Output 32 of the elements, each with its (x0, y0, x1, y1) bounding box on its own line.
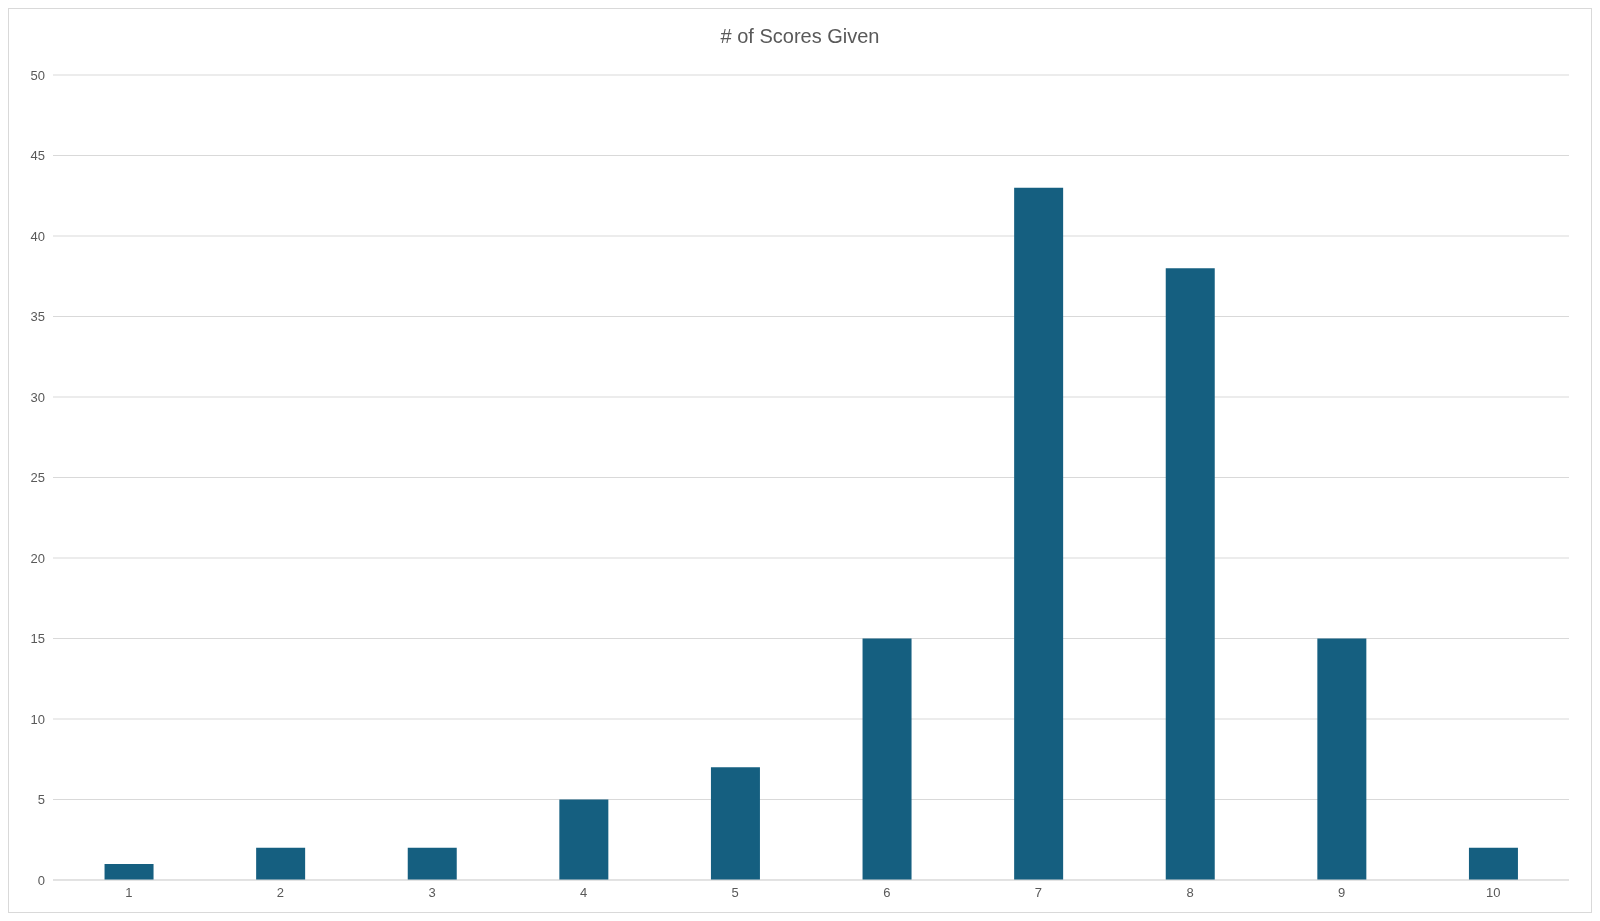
x-tick-label: 8 (1186, 885, 1194, 901)
y-tick-label: 25 (30, 470, 45, 486)
y-tick-label: 0 (37, 872, 45, 888)
x-tick-label: 1 (125, 885, 133, 901)
y-tick-label: 5 (37, 792, 45, 808)
bar (256, 847, 306, 880)
x-tick-label: 4 (579, 885, 588, 901)
y-tick-label: 45 (30, 148, 45, 164)
x-tick-label: 5 (731, 885, 739, 901)
y-tick-label: 40 (30, 228, 45, 244)
bar (1014, 187, 1064, 880)
y-tick-label: 15 (30, 631, 45, 647)
x-tick-label: 3 (428, 885, 436, 901)
y-tick-label: 35 (30, 309, 45, 325)
x-tick-label: 9 (1337, 885, 1346, 901)
x-tick-label: 2 (276, 885, 285, 901)
bar (1165, 268, 1215, 880)
bar (407, 847, 457, 880)
bar (710, 767, 760, 880)
x-tick-label: 6 (883, 885, 891, 901)
y-tick-label: 10 (30, 711, 45, 727)
y-tick-label: 50 (30, 67, 45, 83)
bar (559, 799, 609, 880)
bar (1317, 638, 1367, 880)
x-tick-label: 7 (1034, 885, 1043, 901)
x-tick-label: 10 (1485, 885, 1501, 901)
y-tick-label: 20 (30, 550, 45, 566)
chart-title: # of Scores Given (719, 25, 881, 48)
bar (1468, 847, 1518, 880)
bar (104, 863, 154, 880)
y-tick-label: 30 (30, 389, 45, 405)
bar (862, 638, 912, 880)
